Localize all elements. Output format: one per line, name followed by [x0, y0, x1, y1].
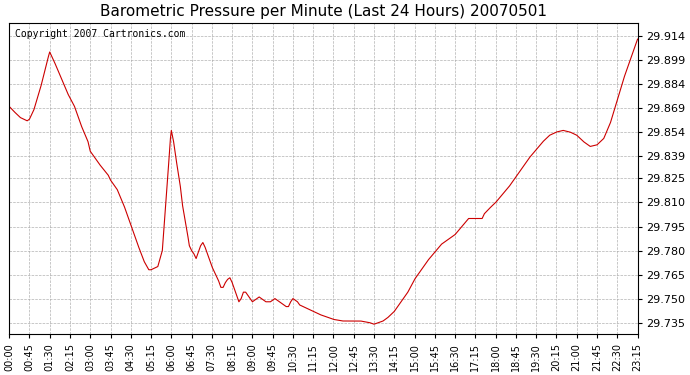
- Text: Copyright 2007 Cartronics.com: Copyright 2007 Cartronics.com: [15, 29, 186, 39]
- Title: Barometric Pressure per Minute (Last 24 Hours) 20070501: Barometric Pressure per Minute (Last 24 …: [100, 4, 547, 19]
